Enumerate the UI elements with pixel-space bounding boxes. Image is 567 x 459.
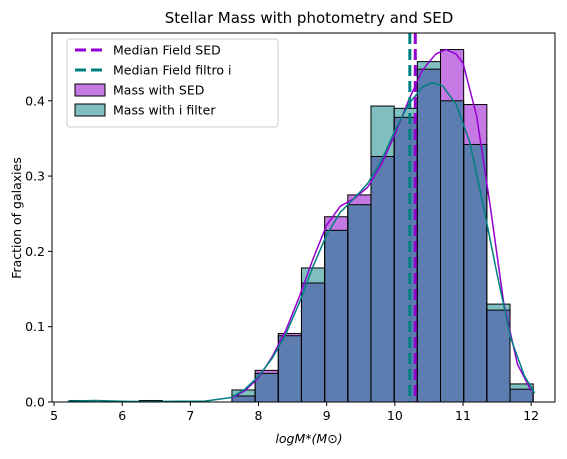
x-tick-label: 7 <box>186 408 194 423</box>
legend-label: Mass with SED <box>113 83 204 98</box>
x-tick-label: 6 <box>118 408 126 423</box>
x-axis-label: logM*(M⊙) <box>275 431 342 446</box>
x-tick-label: 11 <box>455 408 471 423</box>
legend-label: Mass with i filter <box>113 103 216 118</box>
plot-frame <box>51 32 556 403</box>
legend-box <box>66 38 279 128</box>
histogram-bar-overlap <box>231 395 256 402</box>
histogram-bar-overlap <box>394 117 418 402</box>
legend-swatch-patch <box>74 103 106 117</box>
x-tick-label: 12 <box>523 408 539 423</box>
x-tick-label: 8 <box>255 408 263 423</box>
histogram-bar-overlap <box>463 144 487 402</box>
histogram-bar-overlap <box>301 283 325 402</box>
y-tick-label: 0.3 <box>25 169 45 184</box>
histogram-bar-overlap <box>347 204 371 402</box>
x-tick-label: 10 <box>387 408 403 423</box>
histogram-bar-overlap <box>440 100 464 402</box>
kde-curve-sed <box>230 48 532 399</box>
x-tick-label: 9 <box>323 408 331 423</box>
histogram-bar-overlap <box>486 310 511 402</box>
y-tick-label: 0.1 <box>25 319 45 334</box>
y-axis-label: Fraction of galaxies <box>9 157 24 279</box>
legend-label: Median Field filtro i <box>113 63 231 78</box>
legend: Median Field SED Median Field filtro i Mas… <box>66 38 279 128</box>
legend-label: Median Field SED <box>113 43 221 58</box>
plot-area: 5 6 7 8 9 10 11 12 0.0 0.1 0.2 0.3 0.4 Median Field S… <box>25 32 556 423</box>
histogram-bar-overlap <box>255 373 279 402</box>
legend-swatch-patch <box>74 83 106 97</box>
chart-title: Stellar Mass with photometry and SED <box>165 9 454 27</box>
histogram-bar-overlap <box>324 230 348 402</box>
histogram-bar-overlap <box>510 389 534 402</box>
histogram-bar-overlap <box>370 156 395 402</box>
x-tick-label: 5 <box>50 408 58 423</box>
histogram-bar-overlap <box>417 69 441 402</box>
kde-curve-i-filter <box>67 81 536 403</box>
y-tick-label: 0.2 <box>25 244 45 259</box>
histogram-bar-overlap <box>278 335 302 402</box>
y-tick-label: 0.0 <box>25 395 45 410</box>
y-tick-label: 0.4 <box>25 93 45 108</box>
